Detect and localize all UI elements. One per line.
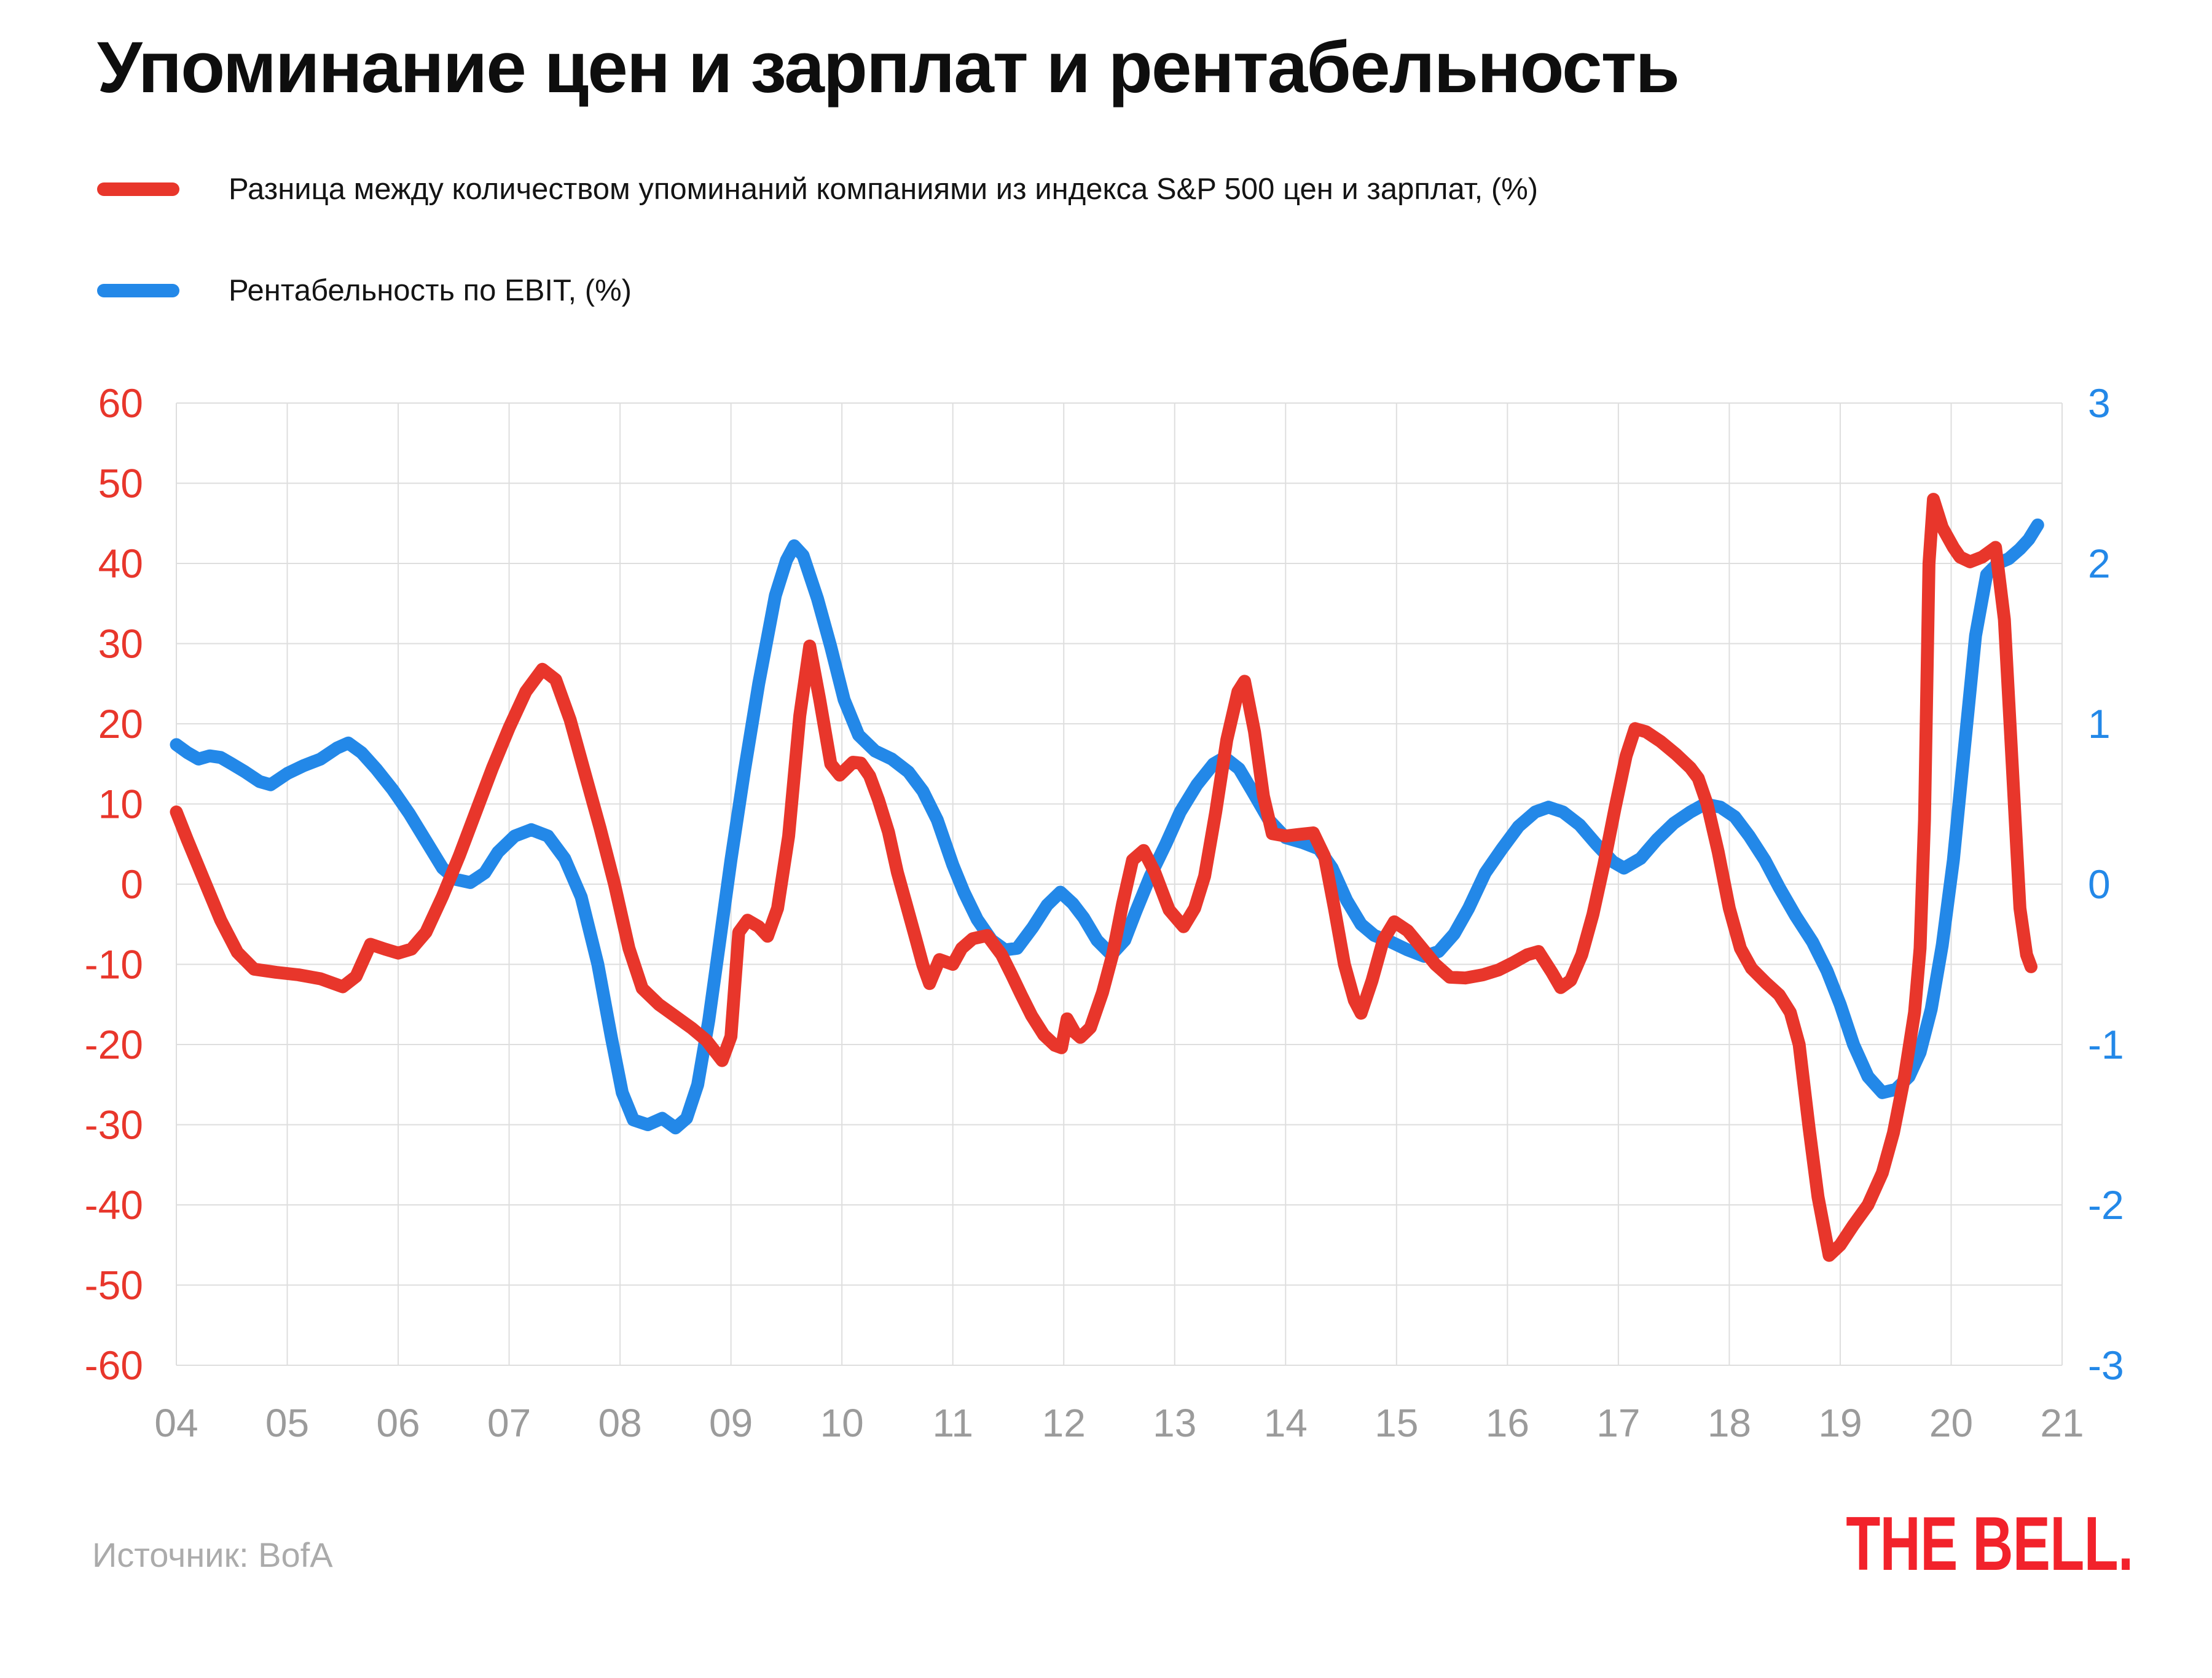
x-tick-label: 21 — [2040, 1401, 2084, 1445]
y-left-tick-label: 10 — [98, 782, 143, 827]
x-tick-label: 14 — [1264, 1401, 1308, 1445]
y-left-tick-label: -50 — [85, 1263, 143, 1308]
y-right-tick-label: 3 — [2088, 380, 2111, 426]
chart-title: Упоминание цен и зарплат и рентабельност… — [97, 27, 1680, 108]
y-right-tick-label: -1 — [2088, 1022, 2124, 1067]
x-tick-label: 12 — [1042, 1401, 1086, 1445]
y-left-tick-label: 30 — [98, 621, 143, 667]
y-left-tick-label: 20 — [98, 701, 143, 747]
x-tick-label: 19 — [1818, 1401, 1862, 1445]
legend: Разница между количеством упоминаний ком… — [97, 173, 1538, 376]
x-tick-label: 18 — [1708, 1401, 1751, 1445]
x-tick-label: 06 — [376, 1401, 420, 1445]
legend-label-red: Разница между количеством упоминаний ком… — [229, 173, 1539, 206]
legend-item-blue: Рентабельность по EBIT, (%) — [97, 274, 1538, 307]
x-tick-label: 05 — [265, 1401, 309, 1445]
legend-label-blue: Рентабельность по EBIT, (%) — [229, 274, 632, 307]
blue-series-line — [170, 518, 2044, 1135]
source-label: Источник: BofA — [92, 1535, 333, 1574]
y-left-tick-label: 50 — [98, 461, 143, 506]
y-right-tick-label: -3 — [2088, 1343, 2124, 1388]
the-bell-logo: THE BELL. — [1846, 1502, 2134, 1586]
y-left-tick-label: -40 — [85, 1182, 143, 1228]
x-tick-label: 04 — [154, 1401, 198, 1445]
y-right-tick-label: 0 — [2088, 861, 2111, 907]
x-tick-label: 16 — [1486, 1401, 1529, 1445]
x-tick-label: 17 — [1596, 1401, 1640, 1445]
y-right-tick-label: 2 — [2088, 541, 2111, 586]
blue-series-swatch — [97, 284, 179, 297]
y-left-tick-label: -60 — [85, 1343, 143, 1388]
y-left-tick-label: -30 — [85, 1102, 143, 1148]
red-series-swatch — [97, 182, 179, 196]
x-tick-label: 08 — [598, 1401, 642, 1445]
red-series-line — [170, 493, 2037, 1262]
y-right-tick-label: -2 — [2088, 1182, 2124, 1228]
x-tick-label: 20 — [1929, 1401, 1973, 1445]
x-tick-label: 07 — [487, 1401, 531, 1445]
y-left-tick-label: 60 — [98, 380, 143, 426]
x-tick-label: 09 — [709, 1401, 753, 1445]
x-tick-label: 11 — [932, 1401, 973, 1445]
y-right-tick-label: 1 — [2088, 701, 2111, 747]
legend-item-red: Разница между количеством упоминаний ком… — [97, 173, 1539, 206]
x-tick-label: 15 — [1375, 1401, 1418, 1445]
x-tick-label: 10 — [820, 1401, 864, 1445]
y-left-tick-label: 40 — [98, 541, 143, 586]
y-left-tick-label: -20 — [85, 1022, 143, 1067]
y-left-tick-label: 0 — [120, 861, 143, 907]
x-tick-label: 13 — [1153, 1401, 1196, 1445]
y-left-tick-label: -10 — [85, 942, 143, 987]
